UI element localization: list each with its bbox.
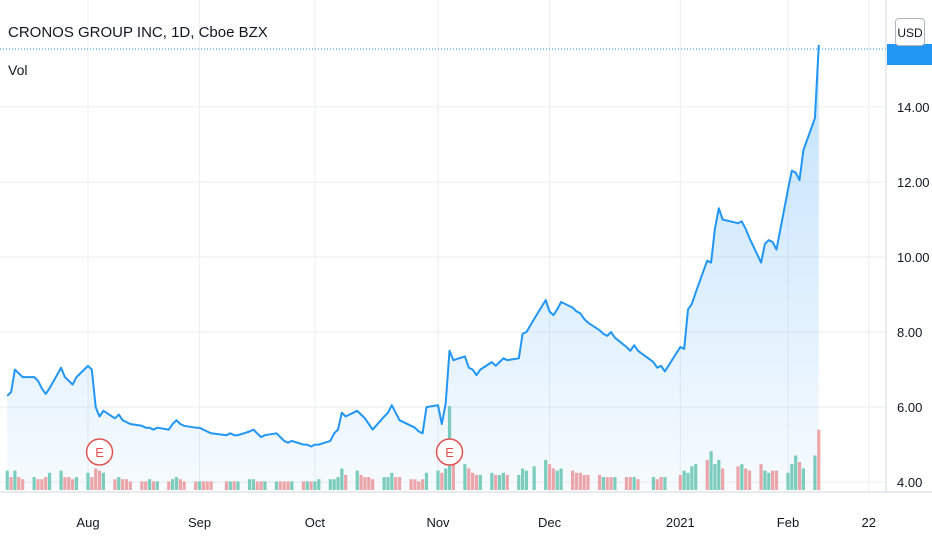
x-axis[interactable]: Aug Sep Oct Nov Dec 2021 Feb 22 xyxy=(76,515,876,530)
x-tick-label: Oct xyxy=(305,515,326,530)
currency-button[interactable]: USD xyxy=(895,18,925,46)
earnings-marker-circle xyxy=(435,438,464,466)
earnings-marker[interactable]: E xyxy=(85,438,114,466)
y-tick-label: 6.00 xyxy=(897,400,922,415)
volume-indicator-label: Vol xyxy=(8,62,28,78)
x-tick-label: Nov xyxy=(426,515,450,530)
y-tick-label: 10.00 xyxy=(897,250,930,265)
earnings-marker[interactable]: E xyxy=(435,438,464,466)
price-area-fill xyxy=(7,45,819,490)
x-tick-label: Dec xyxy=(538,515,562,530)
last-price-tag xyxy=(887,44,932,65)
x-tick-label: Sep xyxy=(188,515,211,530)
price-line xyxy=(6,44,820,448)
x-tick-label: Feb xyxy=(777,515,799,530)
y-tick-label: 8.00 xyxy=(897,325,922,340)
earnings-marker-circle xyxy=(85,438,114,466)
earnings-marker-label: E xyxy=(445,445,454,460)
symbol-title: CRONOS GROUP INC, 1D, Cboe BZX xyxy=(8,24,268,41)
y-tick-label: 12.00 xyxy=(897,175,930,190)
x-tick-label: 2021 xyxy=(666,515,695,530)
y-axis[interactable]: 4.00 6.00 8.00 10.00 12.00 14.00 xyxy=(897,100,930,490)
y-tick-label: 4.00 xyxy=(897,475,922,490)
earnings-marker-label: E xyxy=(95,445,104,460)
x-tick-label: 22 xyxy=(862,515,876,530)
x-tick-label: Aug xyxy=(76,515,99,530)
price-area xyxy=(6,44,820,490)
y-tick-label: 14.00 xyxy=(897,100,930,115)
